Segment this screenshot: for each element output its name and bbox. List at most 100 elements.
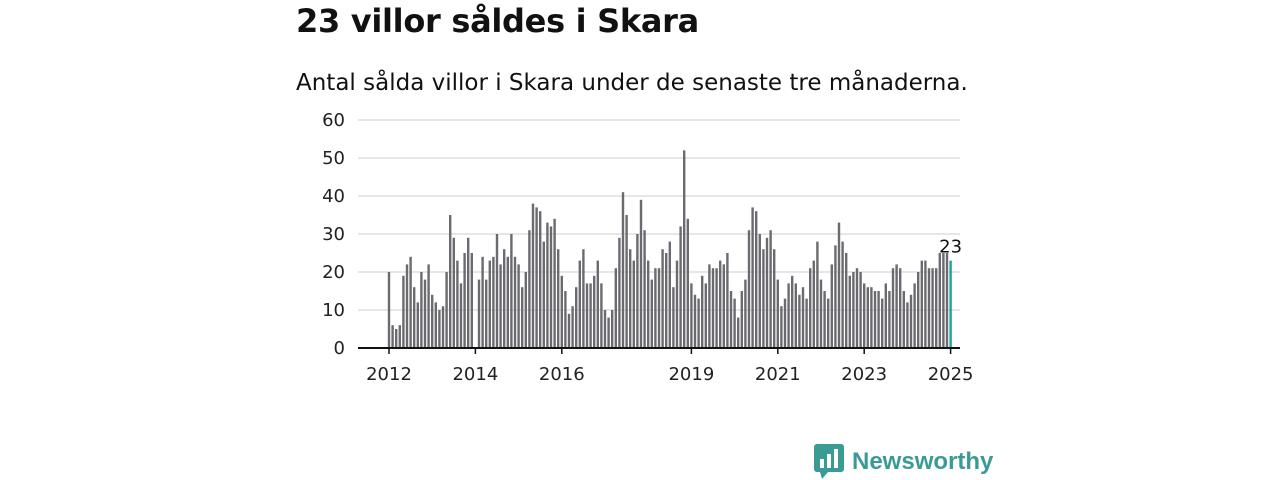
y-tick-label: 50 bbox=[322, 148, 345, 169]
bar bbox=[719, 260, 722, 348]
bar bbox=[765, 237, 769, 348]
x-tick-label: 2014 bbox=[452, 364, 498, 385]
newsworthy-bar-chart-icon bbox=[814, 444, 844, 479]
bar bbox=[870, 287, 873, 348]
bar bbox=[596, 260, 599, 348]
bar bbox=[711, 268, 715, 348]
bar bbox=[891, 268, 895, 348]
y-tick-label: 30 bbox=[322, 224, 345, 245]
bar bbox=[733, 298, 736, 348]
bar bbox=[395, 329, 398, 348]
bar bbox=[517, 264, 520, 348]
bar bbox=[783, 298, 787, 348]
bar bbox=[945, 253, 949, 348]
bar bbox=[866, 287, 869, 348]
bar bbox=[441, 306, 445, 348]
bar bbox=[603, 310, 607, 348]
bar bbox=[571, 306, 574, 348]
bar bbox=[837, 222, 841, 348]
bar bbox=[585, 283, 589, 348]
bar bbox=[647, 260, 650, 348]
axes bbox=[358, 347, 960, 354]
bar bbox=[589, 283, 592, 348]
bar bbox=[693, 294, 697, 348]
bar bbox=[542, 241, 545, 348]
bar bbox=[740, 291, 743, 348]
bar bbox=[726, 253, 729, 348]
bar bbox=[452, 237, 455, 348]
y-tick-label: 0 bbox=[334, 338, 345, 359]
bar bbox=[708, 264, 711, 348]
bar bbox=[812, 260, 815, 348]
bar bbox=[456, 260, 459, 348]
bar bbox=[791, 275, 794, 348]
newsworthy-logo[interactable]: Newsworthy bbox=[814, 444, 993, 480]
bar bbox=[499, 264, 502, 348]
bar bbox=[492, 256, 495, 348]
bar bbox=[485, 279, 488, 348]
bar bbox=[683, 150, 686, 348]
bar bbox=[632, 260, 635, 348]
x-tick-label: 2021 bbox=[755, 364, 801, 385]
bar bbox=[805, 298, 808, 348]
bar bbox=[776, 279, 779, 348]
bar bbox=[686, 218, 689, 348]
bar bbox=[438, 310, 441, 348]
bar bbox=[531, 203, 535, 348]
bar bbox=[575, 287, 578, 348]
bar bbox=[881, 298, 884, 348]
bar bbox=[758, 234, 761, 348]
bar bbox=[704, 283, 707, 348]
bar bbox=[935, 268, 938, 348]
bar bbox=[780, 306, 783, 348]
bar bbox=[564, 291, 567, 348]
bar bbox=[470, 253, 473, 348]
bar bbox=[909, 294, 913, 348]
bar bbox=[409, 256, 412, 348]
data-label: 23 bbox=[939, 237, 962, 258]
bar bbox=[855, 268, 859, 348]
bar bbox=[639, 199, 643, 348]
bar bbox=[668, 241, 671, 348]
bar bbox=[524, 272, 527, 348]
bar bbox=[607, 317, 610, 348]
bar bbox=[679, 226, 682, 348]
bar bbox=[549, 226, 553, 348]
bar bbox=[744, 279, 747, 348]
bar bbox=[913, 283, 916, 348]
bar bbox=[618, 237, 621, 348]
bar bbox=[477, 279, 481, 348]
bar bbox=[621, 192, 625, 348]
bar bbox=[924, 260, 927, 348]
bar bbox=[481, 256, 484, 348]
bar bbox=[387, 272, 391, 348]
bar-latest bbox=[949, 260, 952, 348]
bar bbox=[895, 264, 898, 348]
bar bbox=[834, 245, 837, 348]
bar bbox=[614, 268, 617, 348]
bar bbox=[535, 207, 538, 348]
bars bbox=[387, 150, 952, 348]
bar bbox=[449, 215, 452, 348]
bar bbox=[675, 260, 679, 348]
bar bbox=[463, 253, 466, 348]
bar bbox=[809, 268, 812, 348]
bar bbox=[816, 241, 819, 348]
bar bbox=[503, 249, 506, 348]
bar bbox=[801, 287, 805, 348]
bar bbox=[773, 249, 776, 348]
bar bbox=[888, 291, 891, 348]
bar bbox=[506, 256, 509, 348]
bar bbox=[747, 230, 751, 348]
bar bbox=[657, 268, 661, 348]
bar bbox=[661, 249, 664, 348]
bar bbox=[873, 291, 877, 348]
bar bbox=[902, 291, 905, 348]
y-tick-label: 60 bbox=[322, 110, 345, 131]
bar bbox=[920, 260, 923, 348]
bar-chart: 0 10 20 30 40 50 60 2012 2014 2016 2019 2021 2023 202… bbox=[322, 110, 973, 385]
chart-title: 23 villor såldes i Skara bbox=[296, 2, 699, 40]
bar bbox=[650, 279, 653, 348]
bar bbox=[567, 313, 571, 348]
bar bbox=[413, 287, 416, 348]
